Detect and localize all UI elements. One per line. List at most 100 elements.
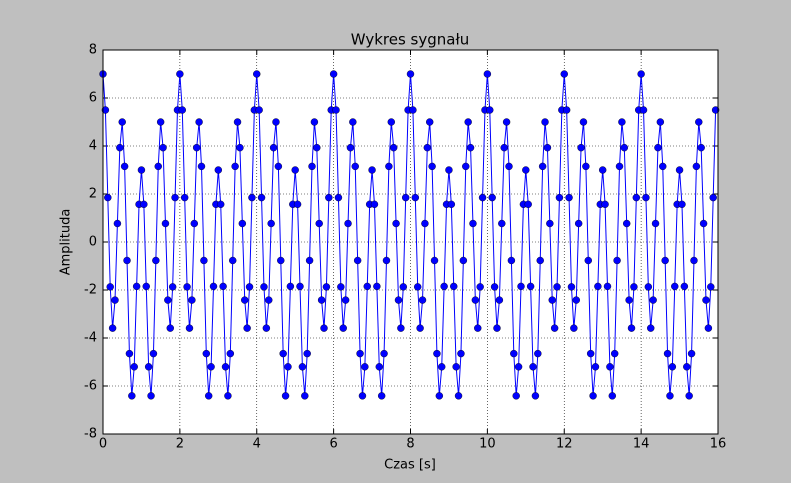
data-point bbox=[668, 363, 677, 371]
data-point bbox=[426, 118, 434, 126]
data-point bbox=[284, 363, 292, 371]
data-point bbox=[233, 118, 242, 126]
data-point bbox=[130, 363, 138, 371]
data-point bbox=[245, 283, 254, 291]
data-point bbox=[356, 349, 364, 358]
data-point bbox=[418, 296, 427, 304]
data-point bbox=[108, 324, 117, 332]
signal-line bbox=[102, 73, 717, 396]
data-point bbox=[510, 349, 518, 358]
data-point bbox=[296, 282, 304, 291]
data-point bbox=[661, 256, 669, 265]
data-point bbox=[392, 219, 400, 228]
data-point bbox=[255, 106, 263, 114]
data-point bbox=[224, 392, 232, 400]
data-point bbox=[428, 162, 436, 171]
data-point bbox=[209, 282, 218, 291]
data-point bbox=[152, 256, 160, 265]
data-point bbox=[505, 162, 513, 171]
data-point bbox=[147, 392, 155, 400]
data-point bbox=[310, 118, 319, 126]
data-point bbox=[370, 200, 379, 209]
x-tick-label: 2 bbox=[176, 437, 184, 452]
data-point bbox=[154, 162, 162, 171]
data-point bbox=[339, 324, 347, 332]
data-point bbox=[267, 219, 275, 228]
data-point bbox=[620, 143, 629, 152]
data-point bbox=[361, 363, 369, 371]
data-point bbox=[469, 219, 477, 228]
data-point bbox=[702, 296, 710, 304]
data-point bbox=[663, 349, 672, 358]
data-point bbox=[651, 219, 660, 228]
data-point bbox=[471, 296, 480, 304]
data-point bbox=[406, 70, 415, 78]
data-point bbox=[659, 162, 667, 171]
data-point bbox=[337, 283, 345, 291]
data-point bbox=[644, 283, 653, 291]
data-point bbox=[704, 324, 713, 332]
data-point bbox=[241, 296, 249, 304]
data-point bbox=[618, 118, 626, 126]
data-point bbox=[440, 282, 448, 291]
data-point bbox=[488, 193, 496, 202]
data-point bbox=[678, 200, 686, 209]
data-point bbox=[156, 118, 165, 126]
data-point bbox=[514, 363, 523, 371]
y-tick-label: 4 bbox=[89, 139, 97, 154]
data-point bbox=[671, 282, 679, 291]
data-point bbox=[260, 283, 268, 291]
data-point bbox=[161, 219, 170, 228]
data-point bbox=[231, 162, 239, 171]
data-point bbox=[305, 256, 314, 265]
data-point bbox=[320, 324, 328, 332]
y-tick-label: 6 bbox=[89, 91, 97, 106]
data-point bbox=[654, 143, 662, 152]
data-point bbox=[445, 166, 453, 174]
data-point bbox=[493, 324, 501, 332]
data-point bbox=[574, 219, 583, 228]
data-point bbox=[257, 193, 266, 202]
data-point bbox=[625, 296, 633, 304]
data-point bbox=[627, 324, 636, 332]
data-point bbox=[238, 219, 247, 228]
data-point bbox=[286, 282, 295, 291]
data-point bbox=[639, 106, 648, 114]
data-point bbox=[207, 363, 215, 371]
data-point bbox=[375, 363, 383, 371]
data-point bbox=[101, 106, 110, 114]
data-point bbox=[543, 143, 552, 152]
data-point bbox=[647, 324, 655, 332]
data-point bbox=[389, 143, 398, 152]
data-point bbox=[221, 363, 230, 371]
data-point bbox=[132, 282, 141, 291]
data-point bbox=[642, 193, 650, 202]
data-point bbox=[349, 118, 357, 126]
data-point bbox=[205, 392, 213, 400]
data-point bbox=[394, 296, 403, 304]
data-point bbox=[334, 193, 343, 202]
data-point bbox=[507, 256, 516, 265]
data-point bbox=[697, 143, 705, 152]
data-point bbox=[541, 118, 549, 126]
x-tick-label: 4 bbox=[253, 437, 261, 452]
data-point bbox=[303, 349, 311, 358]
data-point bbox=[178, 106, 186, 114]
data-point bbox=[113, 219, 122, 228]
data-point bbox=[272, 118, 280, 126]
x-tick-label: 10 bbox=[479, 437, 496, 452]
data-point bbox=[649, 296, 657, 304]
data-point bbox=[502, 118, 511, 126]
data-point bbox=[291, 166, 299, 174]
data-point bbox=[226, 349, 235, 358]
data-point bbox=[313, 143, 321, 152]
data-point bbox=[192, 143, 201, 152]
data-point bbox=[457, 349, 465, 358]
x-tick-label: 8 bbox=[406, 437, 414, 452]
data-point bbox=[538, 162, 547, 171]
data-point bbox=[598, 166, 607, 174]
data-point bbox=[562, 106, 571, 114]
data-point bbox=[368, 166, 376, 174]
data-point bbox=[358, 392, 367, 400]
data-point bbox=[171, 193, 179, 202]
